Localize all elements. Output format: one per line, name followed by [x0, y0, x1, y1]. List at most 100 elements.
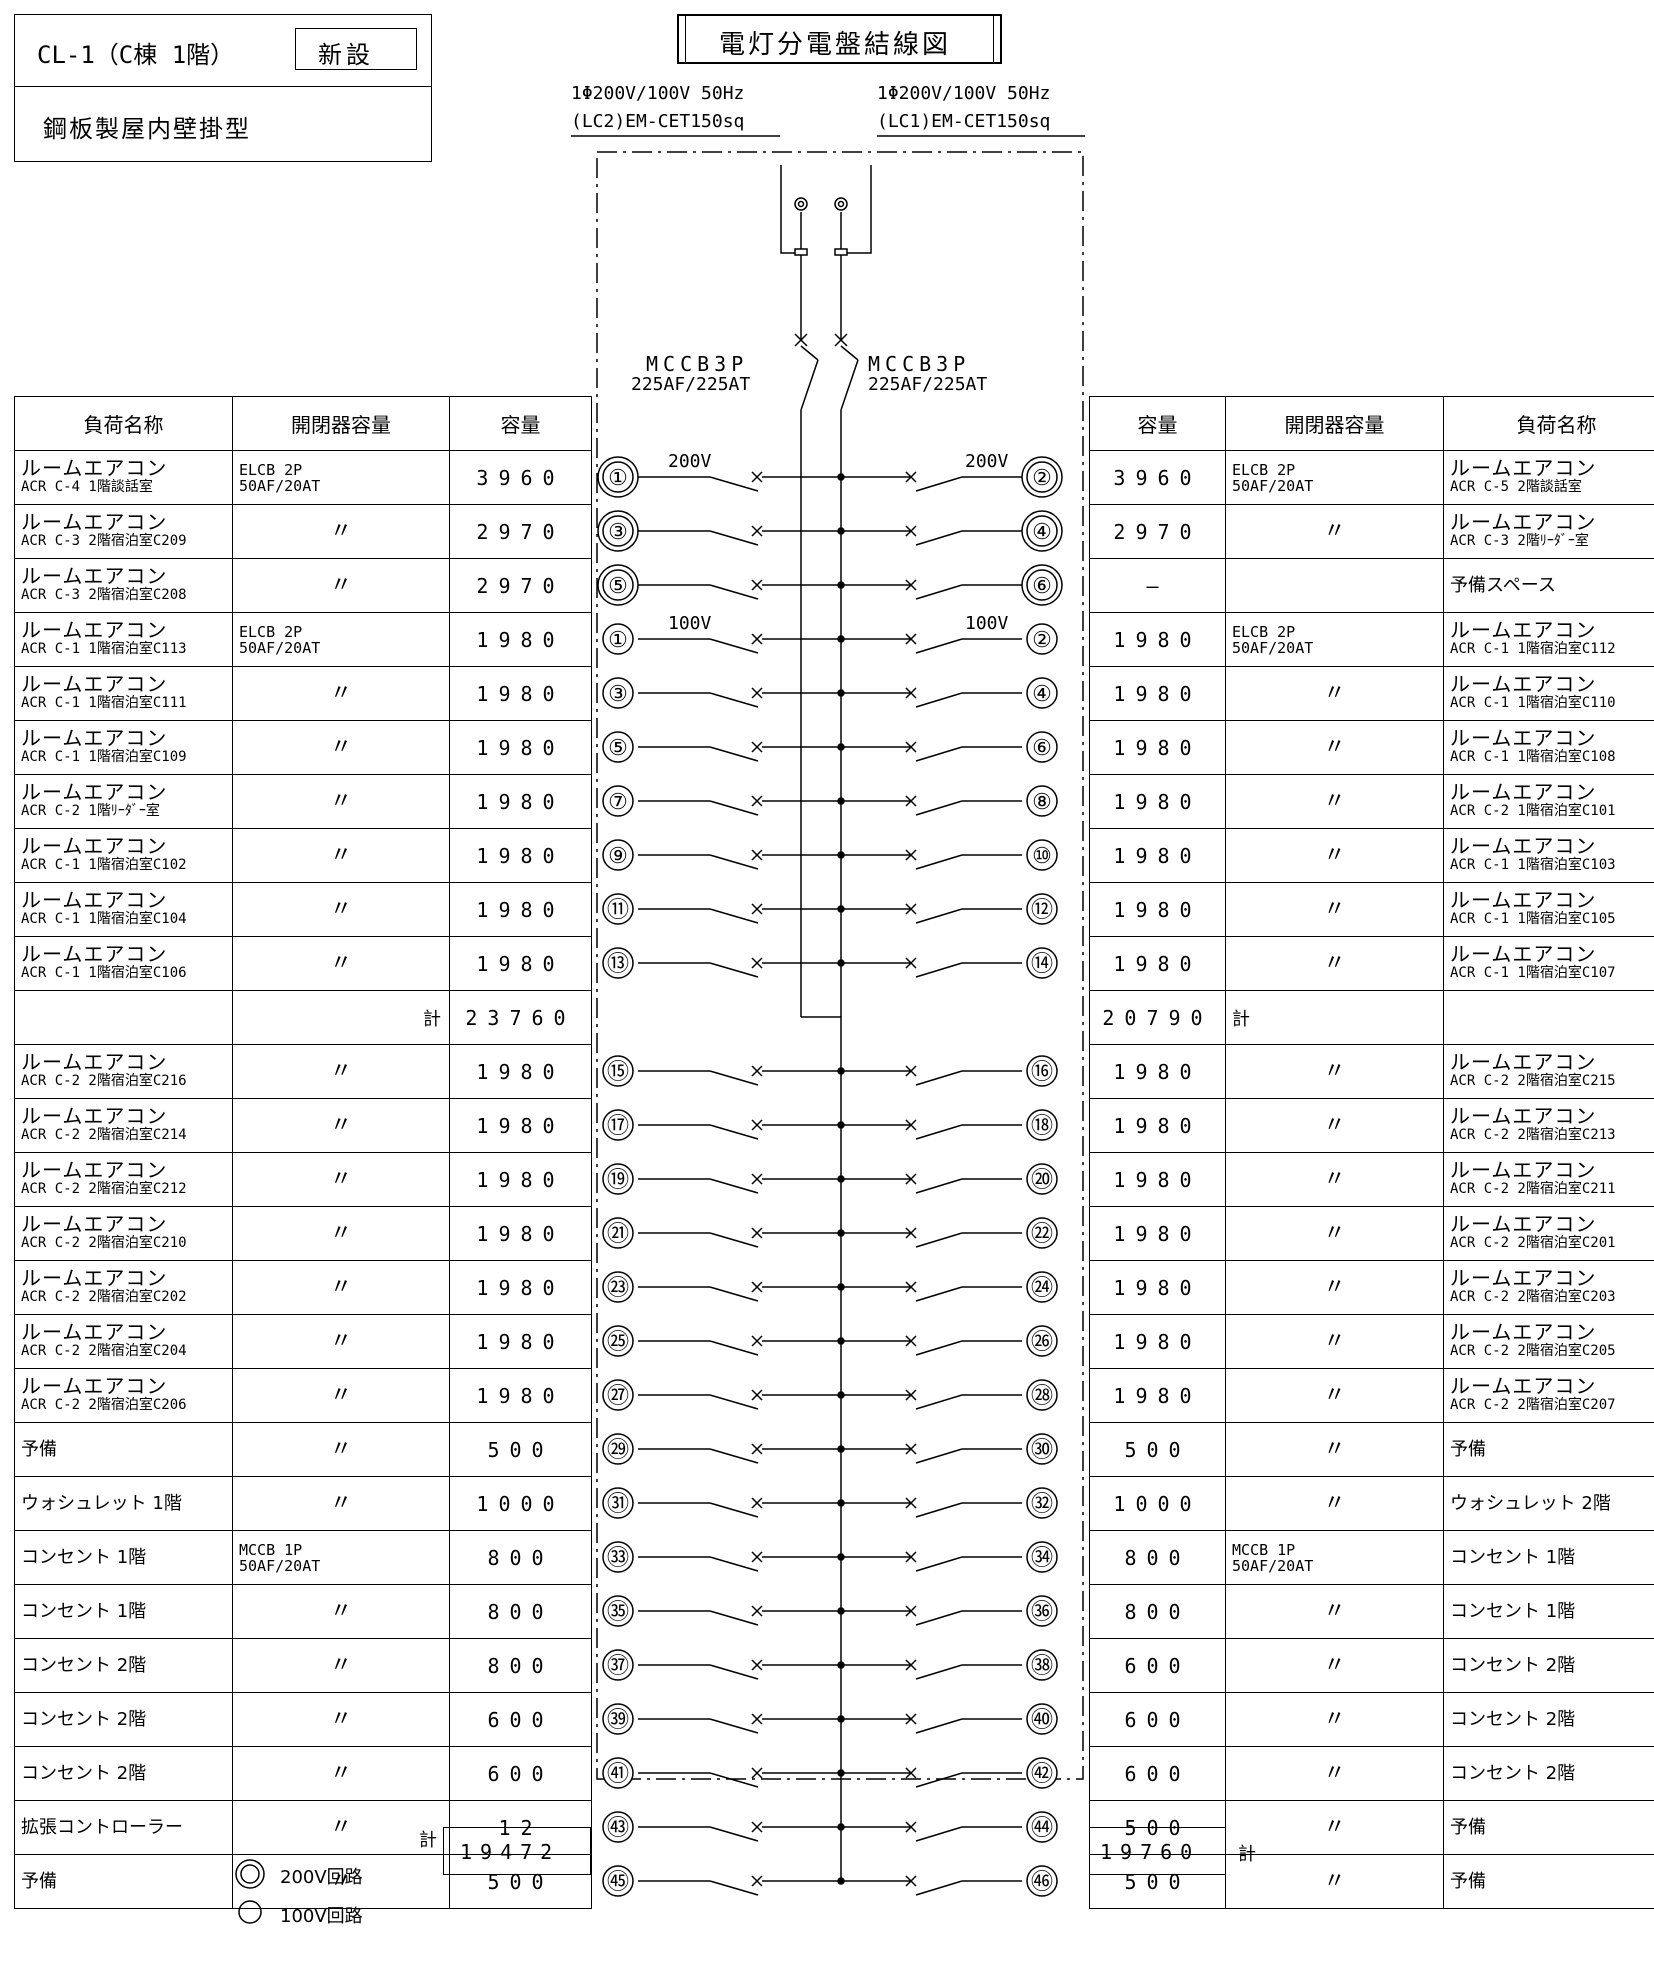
circuit-number: ⑫: [1031, 898, 1053, 923]
load-name: ルームエアコン ACR C-1 1階宿泊室C104: [14, 882, 233, 937]
load-name-line2: ACR C-2 2階宿泊室C214: [21, 1126, 187, 1143]
switch-rating: 〃: [1225, 936, 1444, 991]
circuit-number: ③: [608, 520, 628, 545]
load-name: 予備: [1443, 1800, 1654, 1855]
switch-right-blade: [915, 1502, 963, 1518]
capacity-value: 23760: [449, 990, 592, 1045]
left-total-box: 19472: [443, 1827, 591, 1875]
circuit-number-ring: [602, 1163, 634, 1195]
circuit-number: ⑥: [1032, 736, 1052, 761]
circuit-number: ⑳: [1031, 1168, 1053, 1193]
load-name-line2: ACR C-1 1階宿泊室C106: [21, 964, 187, 981]
panel-type-box: 鋼板製屋内壁掛型: [14, 86, 432, 162]
voltage-label-100v-left: 100V: [668, 613, 712, 634]
subtotal-label: 計: [1225, 990, 1444, 1045]
capacity-value: 3960: [449, 450, 592, 505]
right-load-table: 容量 開閉器容量 負荷名称 3960 ELCB 2P 50AF/20AT ルームエアコ…: [1089, 396, 1654, 1909]
circuit-number-ring-outer: [1021, 456, 1063, 498]
circuit-number: ⑯: [1031, 1060, 1053, 1085]
circuit-number-ring: [1026, 1865, 1058, 1897]
breaker-right-x: [905, 1767, 917, 1779]
junction-dot: [837, 1175, 845, 1183]
load-name-line2: ACR C-3 2階宿泊室C208: [21, 586, 187, 603]
circuit-number: ㉖: [1031, 1330, 1053, 1355]
breaker-left-x: [751, 1173, 763, 1185]
circuit-number: ④: [1032, 520, 1052, 545]
circuit-number-ring: [602, 1217, 634, 1249]
breaker-left-x: [751, 1497, 763, 1509]
junction-dot: [837, 1499, 845, 1507]
load-name-line1: ルームエアコン: [1450, 1319, 1597, 1344]
switch-rating: 〃: [232, 1476, 450, 1531]
switch-rating: 〃: [1225, 1152, 1444, 1207]
terminal-left-outer: [794, 197, 808, 211]
load-name-line1: ルームエアコン: [21, 563, 168, 588]
breaker-right-x: [905, 1281, 917, 1293]
breaker-right-x: [905, 1119, 917, 1131]
right-total-box: 19760: [1089, 1827, 1226, 1875]
table-row: ルームエアコン ACR C-1 1階宿泊室C113 ELCB 2P 50AF/20AT…: [14, 612, 592, 667]
load-name: ルームエアコン ACR C-4 1階談話室: [14, 450, 233, 505]
voltage-label-100v-right: 100V: [965, 613, 1009, 634]
circuit-number-ring: [602, 1865, 634, 1897]
capacity-value: 2970: [1089, 504, 1226, 559]
switch-left-blade: [709, 1610, 759, 1626]
col-load-name: 負荷名称: [1443, 396, 1654, 451]
switch-rating: 〃: [232, 1800, 450, 1855]
table-row: ルームエアコン ACR C-1 1階宿泊室C111 〃 1980: [14, 666, 592, 721]
load-name-line1: ルームエアコン: [1450, 509, 1597, 534]
table-row: 1980 〃ルームエアコン ACR C-2 2階宿泊室C211: [1089, 1152, 1654, 1207]
legend-100v-symbol: [238, 1900, 262, 1924]
load-name: ルームエアコン ACR C-2 2階宿泊室C211: [1443, 1152, 1654, 1207]
switch-rating: 〃: [232, 936, 450, 991]
load-name-line1: ルームエアコン: [21, 617, 168, 642]
breaker-right-x: [905, 687, 917, 699]
circuit-number: ㊱: [1031, 1600, 1053, 1625]
breaker-right-x: [905, 1065, 917, 1077]
switch-rating: 〃: [232, 1638, 450, 1693]
load-name-line2: ACR C-2 2階宿泊室C215: [1450, 1072, 1616, 1089]
left-total-label: 計: [419, 1830, 437, 1851]
feed-left-cable: (LC2)EM-CET150sq: [571, 111, 745, 132]
circuit-number-ring: [602, 1595, 634, 1627]
load-name: ルームエアコン ACR C-2 2階宿泊室C204: [14, 1314, 233, 1369]
load-name: ルームエアコン ACR C-2 2階宿泊室C210: [14, 1206, 233, 1261]
circuit-number-ring-outer: [597, 456, 639, 498]
capacity-value: 2970: [449, 558, 592, 613]
table-row: 1980 〃ルームエアコン ACR C-2 2階宿泊室C205: [1089, 1314, 1654, 1369]
table-row: 1980 〃ルームエアコン ACR C-2 2階宿泊室C215: [1089, 1044, 1654, 1099]
circuit-number: ㊲: [607, 1654, 629, 1679]
table-row: 予備〃 500: [14, 1422, 592, 1477]
circuit-number: ㉚: [1031, 1438, 1053, 1463]
table-row: ルームエアコン ACR C-2 2階宿泊室C214 〃 1980: [14, 1098, 592, 1153]
table-row: 600 〃コンセント 2階: [1089, 1692, 1654, 1747]
circuit-number-ring: [602, 839, 634, 871]
load-name: コンセント 2階: [14, 1638, 233, 1693]
switch-right-blade: [915, 1232, 963, 1248]
table-row: 予備〃 500: [14, 1854, 592, 1909]
switch-rating: ELCB 2P 50AF/20AT: [232, 450, 450, 505]
circuit-number: ⑥: [1032, 574, 1052, 599]
load-name-line2: ACR C-2 2階宿泊室C203: [1450, 1288, 1616, 1305]
switch-type: ELCB 2P: [1232, 460, 1296, 479]
circuit-number: ⑨: [608, 844, 628, 869]
circuit-number-ring: [602, 731, 634, 763]
circuit-number-ring: [1026, 731, 1058, 763]
table-row: 500 〃予備: [1089, 1422, 1654, 1477]
switch-right-blade: [915, 1718, 963, 1734]
circuit-number: ㊸: [607, 1816, 629, 1841]
capacity-value: 1980: [449, 1206, 592, 1261]
breaker-left-x: [751, 1767, 763, 1779]
switch-left-blade: [709, 908, 759, 924]
load-name-line1: ルームエアコン: [21, 887, 168, 912]
circuit-number: ②: [1032, 628, 1052, 653]
load-name-line1: ルームエアコン: [1450, 1049, 1597, 1074]
breaker-left-x: [751, 1119, 763, 1131]
load-name: ルームエアコン ACR C-2 2階宿泊室C216: [14, 1044, 233, 1099]
load-name: コンセント 1階: [1443, 1530, 1654, 1585]
load-name-line2: ACR C-2 2階宿泊室C204: [21, 1342, 187, 1359]
junction-dot: [837, 1715, 845, 1723]
